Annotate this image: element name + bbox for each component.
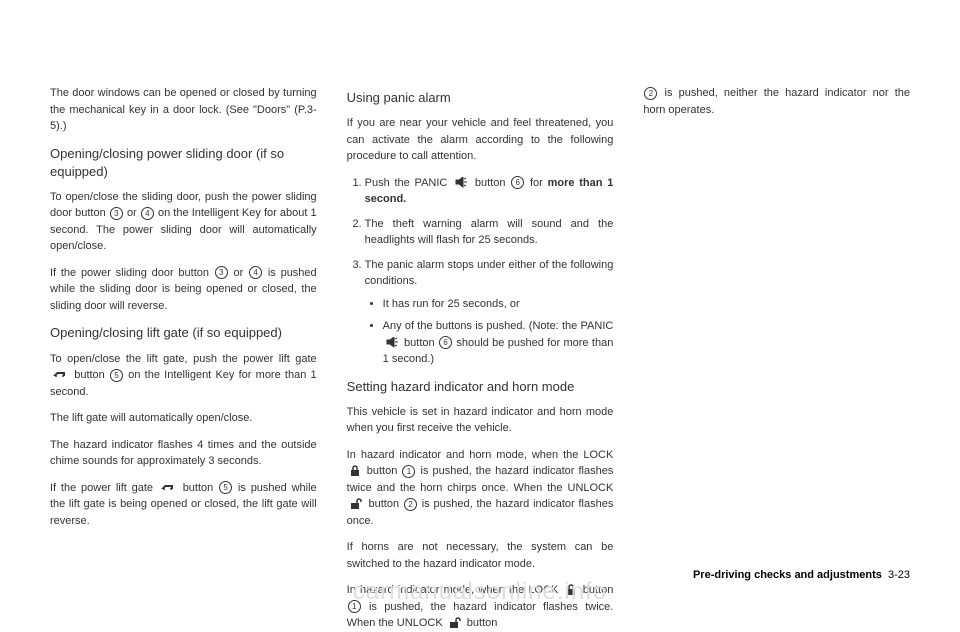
circled-5-icon: 5 — [219, 481, 232, 494]
condition-2: Any of the buttons is pushed. (Note: the… — [383, 318, 614, 368]
text: If the power sliding door button — [50, 267, 214, 279]
circled-4-icon: 4 — [141, 207, 154, 220]
circled-4-icon: 4 — [249, 266, 262, 279]
text: button — [365, 498, 403, 510]
unlock-icon — [349, 498, 363, 510]
column-3: 2 is pushed, neither the hazard indicato… — [643, 85, 910, 545]
watermark: carmanualsonline.info — [0, 578, 960, 606]
text: To open/close the lift gate, push the po… — [50, 353, 317, 365]
text: button — [363, 465, 402, 477]
text: or — [229, 267, 248, 279]
text: button — [401, 337, 438, 349]
liftgate-open-para: To open/close the lift gate, push the po… — [50, 351, 317, 401]
unlock-icon — [448, 617, 462, 629]
sliding-door-heading: Opening/closing power sliding door (if s… — [50, 145, 317, 181]
panic-conditions-list: It has run for 25 seconds, or Any of the… — [365, 296, 614, 368]
sliding-door-open-para: To open/close the sliding door, push the… — [50, 189, 317, 255]
panic-icon — [454, 177, 468, 188]
liftgate-heading: Opening/closing lift gate (if so equippe… — [50, 324, 317, 342]
continuation-para: 2 is pushed, neither the hazard indicato… — [643, 85, 910, 118]
circled-2-icon: 2 — [644, 87, 657, 100]
liftgate-icon — [52, 370, 68, 380]
circled-3-icon: 3 — [215, 266, 228, 279]
hazard-default-para: This vehicle is set in hazard indicator … — [347, 404, 614, 437]
liftgate-reverse-para: If the power lift gate button 5 is pushe… — [50, 480, 317, 530]
page-columns: The door windows can be opened or closed… — [50, 85, 910, 545]
liftgate-auto-para: The lift gate will automatically open/cl… — [50, 410, 317, 427]
circled-5-icon: 5 — [110, 369, 123, 382]
panic-step-3: The panic alarm stops under either of th… — [365, 257, 614, 368]
hazard-flash-para: The hazard indicator flashes 4 times and… — [50, 437, 317, 470]
panic-step-1: Push the PANIC button 6 for more than 1 … — [365, 175, 614, 208]
panic-steps-list: Push the PANIC button 6 for more than 1 … — [347, 175, 614, 368]
hazard-horn-mode-para: In hazard indicator and horn mode, when … — [347, 447, 614, 530]
text: for — [525, 177, 547, 189]
panic-step-2: The theft warning alarm will sound and t… — [365, 216, 614, 249]
circled-1-icon: 1 — [402, 465, 415, 478]
horn-unnecessary-para: If horns are not necessary, the system c… — [347, 539, 614, 572]
text: Any of the buttons is pushed. (Note: the… — [383, 320, 614, 332]
circled-3-icon: 3 — [110, 207, 123, 220]
circled-6-icon: 6 — [439, 336, 452, 349]
circled-6-icon: 6 — [511, 176, 524, 189]
condition-1: It has run for 25 seconds, or — [383, 296, 614, 313]
circled-2-icon: 2 — [404, 498, 417, 511]
panic-icon — [385, 337, 399, 348]
lock-icon — [349, 465, 361, 477]
text: The panic alarm stops under either of th… — [365, 259, 614, 288]
text: or — [124, 207, 140, 219]
sliding-door-reverse-para: If the power sliding door button 3 or 4 … — [50, 265, 317, 315]
text: button — [178, 482, 218, 494]
liftgate-icon — [160, 483, 176, 493]
column-1: The door windows can be opened or closed… — [50, 85, 317, 545]
text: If the power lift gate — [50, 482, 158, 494]
text: button — [464, 617, 498, 629]
panic-intro-para: If you are near your vehicle and feel th… — [347, 115, 614, 165]
text: In hazard indicator and horn mode, when … — [347, 449, 614, 461]
text: Push the PANIC — [365, 177, 452, 189]
text: is pushed, neither the hazard indicator … — [643, 87, 910, 116]
column-2: Using panic alarm If you are near your v… — [347, 85, 614, 545]
text: button — [470, 177, 510, 189]
panic-alarm-heading: Using panic alarm — [347, 89, 614, 107]
text: button — [70, 369, 109, 381]
door-windows-para: The door windows can be opened or closed… — [50, 85, 317, 135]
hazard-mode-heading: Setting hazard indicator and horn mode — [347, 378, 614, 396]
